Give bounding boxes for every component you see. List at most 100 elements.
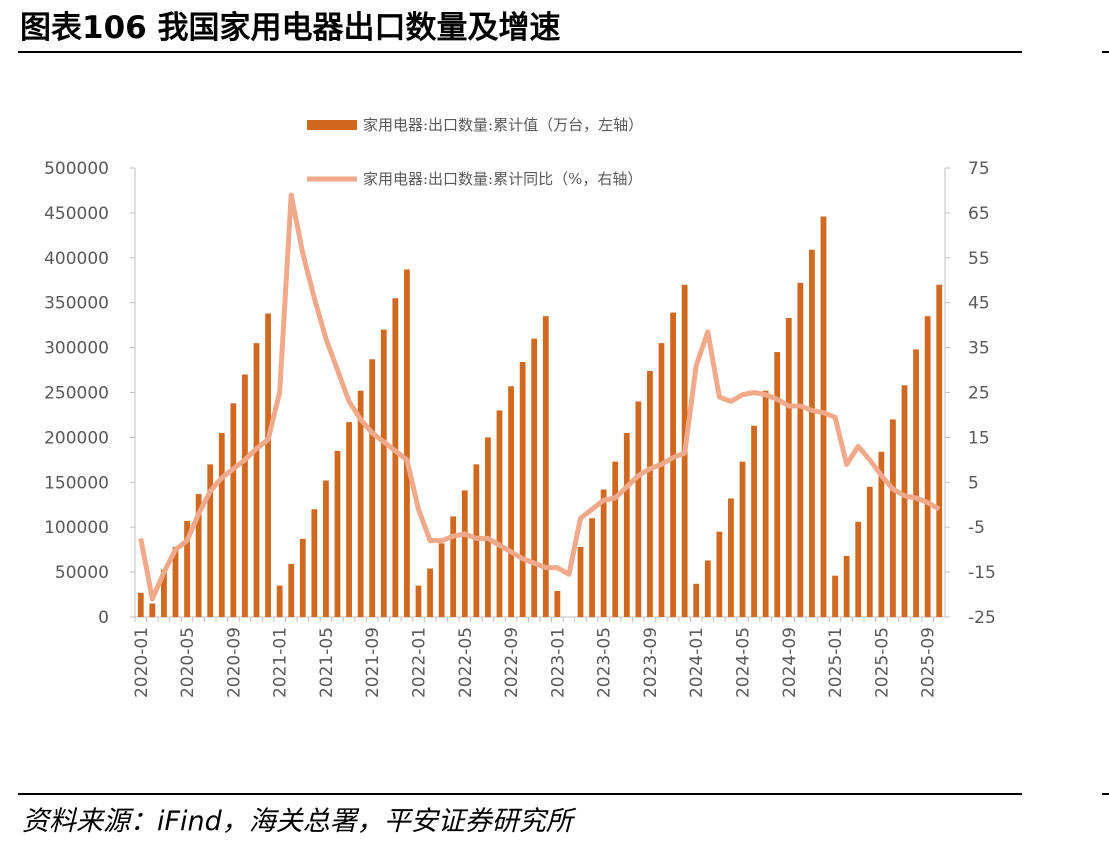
y-tick-label: 300000	[44, 339, 109, 359]
source-note: 资料来源：iFind，海关总署，平安证券研究所	[22, 806, 577, 837]
bar	[809, 249, 815, 617]
bar	[658, 343, 665, 617]
bar	[137, 592, 144, 617]
x-tick-label: 2024-05	[734, 627, 754, 698]
bar	[635, 401, 642, 617]
x-tick-label: 2022-01	[410, 627, 430, 698]
bar	[519, 361, 526, 617]
y2-tick-label: 65	[968, 204, 990, 224]
bar	[485, 437, 491, 617]
y2-tick-label: -25	[968, 608, 996, 628]
y-tick-label: 100000	[44, 518, 109, 538]
x-tick-label: 2021-01	[271, 627, 291, 698]
y-tick-label: 50000	[55, 563, 109, 583]
bar	[242, 374, 248, 617]
bar	[380, 329, 387, 617]
bar	[230, 403, 237, 617]
y2-tick-label: 75	[968, 159, 990, 179]
bar	[600, 489, 607, 617]
bar	[647, 370, 653, 617]
x-tick-label: 2025-09	[919, 627, 939, 698]
y-tick-label: 400000	[44, 249, 109, 269]
y2-tick-label: 55	[968, 249, 990, 269]
y2-tick-label: 35	[968, 339, 990, 359]
bar	[936, 284, 943, 617]
bar	[438, 543, 445, 617]
bar	[878, 451, 885, 617]
bar	[785, 317, 792, 617]
y2-tick-label: 15	[968, 428, 990, 448]
bar	[820, 216, 827, 617]
bar	[913, 349, 919, 617]
bar	[855, 521, 862, 617]
bar	[508, 386, 514, 617]
bar	[739, 461, 746, 617]
bar	[161, 569, 167, 617]
bar	[276, 585, 283, 617]
bar	[265, 313, 271, 617]
bar	[704, 560, 711, 617]
y-tick-label: 150000	[44, 473, 109, 493]
x-tick-label: 2021-05	[317, 627, 337, 698]
bar	[149, 603, 156, 617]
bar	[207, 464, 214, 617]
bar	[253, 343, 260, 617]
bar	[427, 568, 433, 617]
bar	[404, 269, 410, 617]
legend-label: 家用电器:出口数量:累计同比（%，右轴）	[363, 170, 642, 188]
x-tick-label: 2020-05	[178, 627, 198, 698]
bar	[612, 461, 619, 617]
bar	[496, 410, 503, 617]
bar	[461, 490, 468, 617]
bar	[762, 390, 769, 617]
bar	[195, 493, 202, 617]
bar	[797, 282, 804, 617]
bar	[774, 352, 781, 617]
bar	[299, 538, 306, 617]
bar	[670, 312, 676, 617]
x-tick-label: 2025-05	[872, 627, 892, 698]
bar	[323, 480, 329, 617]
page-title: 图表106 我国家用电器出口数量及增速	[20, 10, 561, 46]
x-tick-label: 2025-01	[826, 627, 846, 698]
bar	[751, 425, 757, 617]
y2-tick-label: 45	[968, 294, 990, 314]
x-tick-label: 2022-05	[456, 627, 476, 698]
y2-tick-label: -15	[968, 563, 996, 583]
x-tick-label: 2023-01	[548, 627, 568, 698]
x-tick-label: 2023-09	[641, 627, 661, 698]
bar	[288, 564, 295, 617]
line	[138, 192, 941, 602]
y2-tick-label: 25	[968, 384, 990, 404]
x-tick-label: 2020-01	[132, 627, 152, 698]
y-tick-label: 200000	[44, 428, 109, 448]
x-tick-label: 2022-09	[502, 627, 522, 698]
bar	[346, 422, 352, 617]
bar	[890, 419, 896, 617]
x-tick-label: 2021-09	[363, 627, 383, 698]
bar	[577, 546, 584, 617]
bar	[311, 509, 318, 617]
bar	[531, 338, 538, 617]
y-tick-label: 0	[98, 608, 109, 628]
x-tick-label: 2023-05	[595, 627, 615, 698]
bar	[542, 316, 549, 617]
bar	[172, 546, 179, 617]
x-tick-label: 2024-01	[687, 627, 707, 698]
bar	[392, 298, 399, 617]
legend-label: 家用电器:出口数量:累计值（万台，左轴）	[363, 116, 643, 134]
bar	[415, 585, 422, 617]
bar	[843, 555, 850, 617]
bar	[623, 432, 630, 617]
bar	[184, 520, 190, 617]
legend-swatch	[307, 120, 357, 130]
bar	[901, 385, 908, 617]
y-tick-label: 500000	[44, 159, 109, 179]
y-tick-label: 250000	[44, 384, 109, 404]
bar	[450, 516, 457, 617]
y-tick-label: 350000	[44, 294, 109, 314]
x-tick-label: 2020-09	[224, 627, 244, 698]
bar	[924, 316, 931, 617]
bar	[218, 432, 225, 617]
